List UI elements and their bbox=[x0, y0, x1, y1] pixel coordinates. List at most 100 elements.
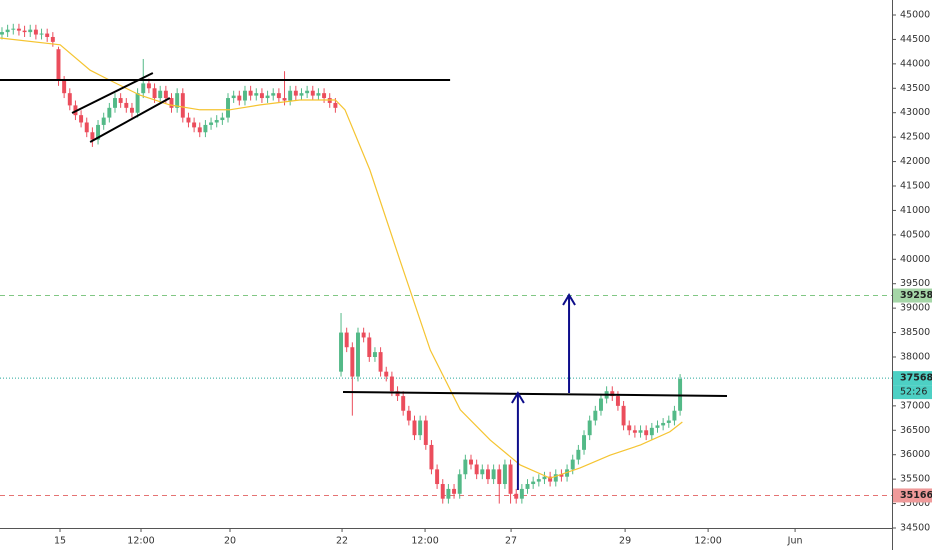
candle-body bbox=[163, 90, 168, 99]
y-tick-label: 38500 bbox=[900, 327, 930, 338]
candle-body bbox=[627, 425, 632, 431]
y-tick-label: 36000 bbox=[900, 449, 930, 460]
countdown-bg bbox=[893, 385, 932, 400]
y-tick-label: 42500 bbox=[900, 132, 930, 143]
countdown: 52:26 bbox=[900, 387, 927, 398]
candle-body bbox=[158, 90, 163, 99]
candle-body bbox=[644, 430, 649, 436]
candle-body bbox=[186, 117, 191, 123]
candle-body bbox=[22, 30, 27, 33]
candle-body bbox=[242, 90, 247, 101]
candle-body bbox=[124, 102, 129, 108]
candle-body bbox=[107, 107, 112, 118]
candle-body bbox=[214, 120, 219, 123]
candle-body bbox=[79, 115, 84, 123]
y-tick-label: 37000 bbox=[900, 400, 930, 411]
candle-body bbox=[175, 93, 180, 108]
candle-body bbox=[197, 127, 202, 133]
candle-body bbox=[101, 117, 106, 125]
candle-body bbox=[231, 95, 236, 99]
candle-body bbox=[542, 476, 547, 480]
candle-body bbox=[50, 36, 55, 42]
y-tick-label: 40500 bbox=[900, 229, 930, 240]
candle-body bbox=[378, 352, 383, 372]
candle-body bbox=[525, 484, 530, 489]
candle-body bbox=[282, 98, 287, 101]
candle-body bbox=[480, 469, 485, 475]
y-tick-label: 39500 bbox=[900, 278, 930, 289]
x-tick-label: 12:00 bbox=[127, 536, 154, 547]
candle-body bbox=[423, 420, 428, 445]
x-tick-label: 15 bbox=[54, 536, 66, 547]
candle-body bbox=[570, 459, 575, 470]
price-label: 39258 bbox=[900, 290, 932, 301]
candle-body bbox=[84, 122, 89, 133]
arrow-head bbox=[562, 293, 576, 306]
candle-body bbox=[333, 102, 338, 108]
candle-body bbox=[389, 376, 394, 392]
y-tick-label: 42000 bbox=[900, 156, 930, 167]
candle-body bbox=[463, 459, 468, 475]
candle-body bbox=[67, 93, 72, 106]
candle-body bbox=[649, 427, 654, 436]
candle-body bbox=[259, 93, 264, 99]
candle-body bbox=[339, 332, 344, 372]
trend-line bbox=[89, 97, 171, 143]
y-tick-label: 39000 bbox=[900, 303, 930, 314]
candle-body bbox=[293, 90, 298, 96]
y-tick-label: 43000 bbox=[900, 107, 930, 118]
candle-body bbox=[129, 107, 134, 113]
x-tick-label: Jun bbox=[787, 536, 803, 547]
price-label: 37568 bbox=[900, 373, 932, 384]
x-tick-label: 20 bbox=[224, 536, 236, 547]
candle-body bbox=[356, 332, 360, 377]
price-label-bg bbox=[893, 371, 932, 386]
candle-body bbox=[96, 124, 101, 140]
price-label: 35166 bbox=[900, 490, 932, 501]
candle-body bbox=[531, 481, 536, 485]
candle-body bbox=[661, 422, 666, 426]
candle-body bbox=[446, 488, 451, 499]
candle-body bbox=[45, 33, 50, 37]
price-label-bg bbox=[893, 488, 932, 503]
candle-body bbox=[180, 93, 185, 118]
y-tick-label: 34500 bbox=[900, 523, 930, 534]
candle-body bbox=[299, 93, 304, 96]
candle-body bbox=[11, 28, 16, 30]
candle-body bbox=[16, 28, 21, 31]
candle-body bbox=[152, 88, 157, 99]
candle-body bbox=[39, 33, 44, 35]
x-tick-label: 29 bbox=[619, 536, 631, 547]
y-tick-label: 36500 bbox=[900, 425, 930, 436]
moving-average bbox=[0, 37, 683, 479]
candle-body bbox=[220, 117, 225, 121]
y-tick-label: 35000 bbox=[900, 498, 930, 509]
candle-body bbox=[254, 93, 259, 96]
candle-body bbox=[361, 332, 366, 338]
candle-body bbox=[62, 80, 67, 94]
candle-body bbox=[587, 420, 592, 436]
candle-body bbox=[565, 469, 570, 477]
candle-body bbox=[582, 435, 587, 450]
candle-body bbox=[367, 337, 372, 357]
candle-body bbox=[248, 90, 253, 96]
candle-body bbox=[203, 124, 208, 133]
candle-body bbox=[276, 93, 281, 99]
candle-body bbox=[113, 98, 117, 108]
candle-body bbox=[672, 410, 677, 421]
candle-body bbox=[288, 90, 293, 101]
candle-body bbox=[508, 464, 513, 494]
candle-body bbox=[621, 405, 626, 426]
candle-body bbox=[384, 371, 389, 377]
candle-body bbox=[429, 444, 434, 470]
y-tick-label: 45000 bbox=[900, 9, 930, 20]
y-tick-label: 43500 bbox=[900, 83, 930, 94]
x-tick-label: 22 bbox=[336, 536, 348, 547]
y-tick-label: 35500 bbox=[900, 474, 930, 485]
candle-body bbox=[192, 122, 197, 128]
y-tick-label: 44500 bbox=[900, 34, 930, 45]
y-tick-label: 38000 bbox=[900, 351, 930, 362]
candle-body bbox=[435, 469, 440, 485]
candle-body bbox=[418, 420, 423, 436]
